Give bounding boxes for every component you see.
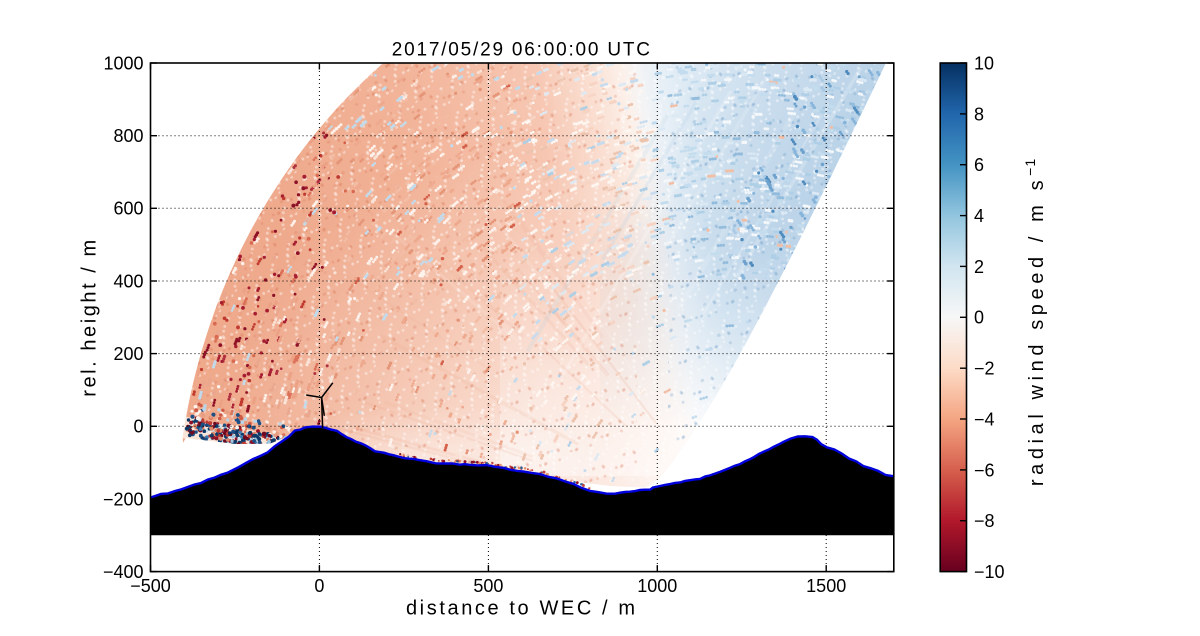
svg-text:−4: −4	[974, 409, 995, 429]
svg-text:−8: −8	[974, 511, 995, 531]
svg-text:−6: −6	[974, 460, 995, 480]
svg-text:4: 4	[974, 206, 984, 226]
svg-text:2017/05/29 06:00:00 UTC: 2017/05/29 06:00:00 UTC	[392, 40, 652, 61]
svg-text:1500: 1500	[806, 576, 846, 596]
svg-text:0: 0	[974, 308, 984, 328]
svg-text:0: 0	[133, 417, 143, 437]
svg-text:8: 8	[974, 104, 984, 124]
svg-text:rel. height / m: rel. height / m	[79, 237, 101, 396]
svg-text:distance to WEC / m: distance to WEC / m	[406, 598, 638, 620]
svg-text:6: 6	[974, 155, 984, 175]
svg-text:0: 0	[314, 576, 324, 596]
svg-text:1000: 1000	[103, 53, 143, 73]
svg-text:800: 800	[113, 126, 143, 146]
svg-text:−10: −10	[974, 562, 1005, 582]
svg-text:−200: −200	[103, 489, 144, 509]
svg-text:1000: 1000	[637, 576, 677, 596]
svg-text:2: 2	[974, 257, 984, 277]
svg-text:500: 500	[473, 576, 503, 596]
svg-text:10: 10	[974, 53, 994, 73]
svg-text:600: 600	[113, 199, 143, 219]
svg-text:200: 200	[113, 344, 143, 364]
svg-text:−500: −500	[130, 576, 171, 596]
svg-text:−400: −400	[103, 562, 144, 582]
svg-text:radial wind speed / m s−1: radial wind speed / m s−1	[1022, 158, 1048, 486]
svg-text:400: 400	[113, 271, 143, 291]
svg-text:−2: −2	[974, 359, 995, 379]
